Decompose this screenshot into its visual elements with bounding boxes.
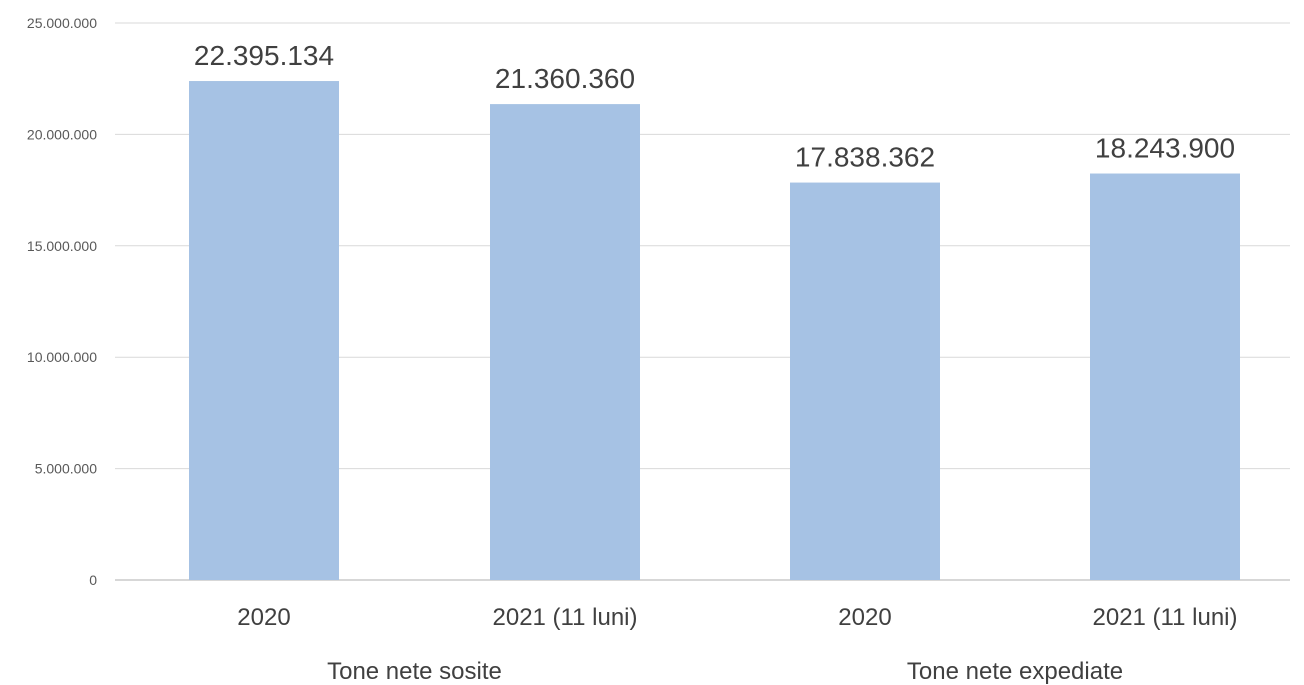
bar-data-label: 21.360.360 [495, 63, 635, 94]
category-group-label: Tone nete expediate [907, 658, 1123, 685]
bar [790, 182, 940, 581]
x-tick-label: 2020 [237, 604, 290, 631]
category-group-label: Tone nete sosite [327, 658, 502, 685]
bars [189, 81, 1240, 581]
y-axis-tick-labels: 0 5.000.000 10.000.000 15.000.000 20.000.000… [27, 15, 97, 588]
bar [1090, 173, 1240, 580]
x-tick-label: 2021 (11 luni) [493, 604, 638, 631]
y-tick-label: 5.000.000 [35, 461, 97, 477]
y-tick-label: 0 [89, 572, 97, 588]
x-tick-label: 2021 (11 luni) [1093, 604, 1238, 631]
x-axis-tick-labels: 2020 2021 (11 luni) 2020 2021 (11 luni) [237, 604, 1237, 631]
bar-data-label: 17.838.362 [795, 142, 935, 173]
bar-data-label: 22.395.134 [194, 40, 334, 71]
bar-data-label: 18.243.900 [1095, 133, 1235, 164]
group-labels: Tone nete sosite Tone nete expediate [327, 658, 1123, 685]
y-tick-label: 10.000.000 [27, 349, 97, 365]
y-tick-label: 20.000.000 [27, 126, 97, 142]
bar [490, 104, 640, 580]
y-tick-label: 15.000.000 [27, 238, 97, 254]
x-tick-label: 2020 [838, 604, 891, 631]
bar [189, 81, 339, 581]
y-tick-label: 25.000.000 [27, 15, 97, 31]
data-labels: 22.395.134 21.360.360 17.838.362 18.243.900 [194, 40, 1235, 173]
